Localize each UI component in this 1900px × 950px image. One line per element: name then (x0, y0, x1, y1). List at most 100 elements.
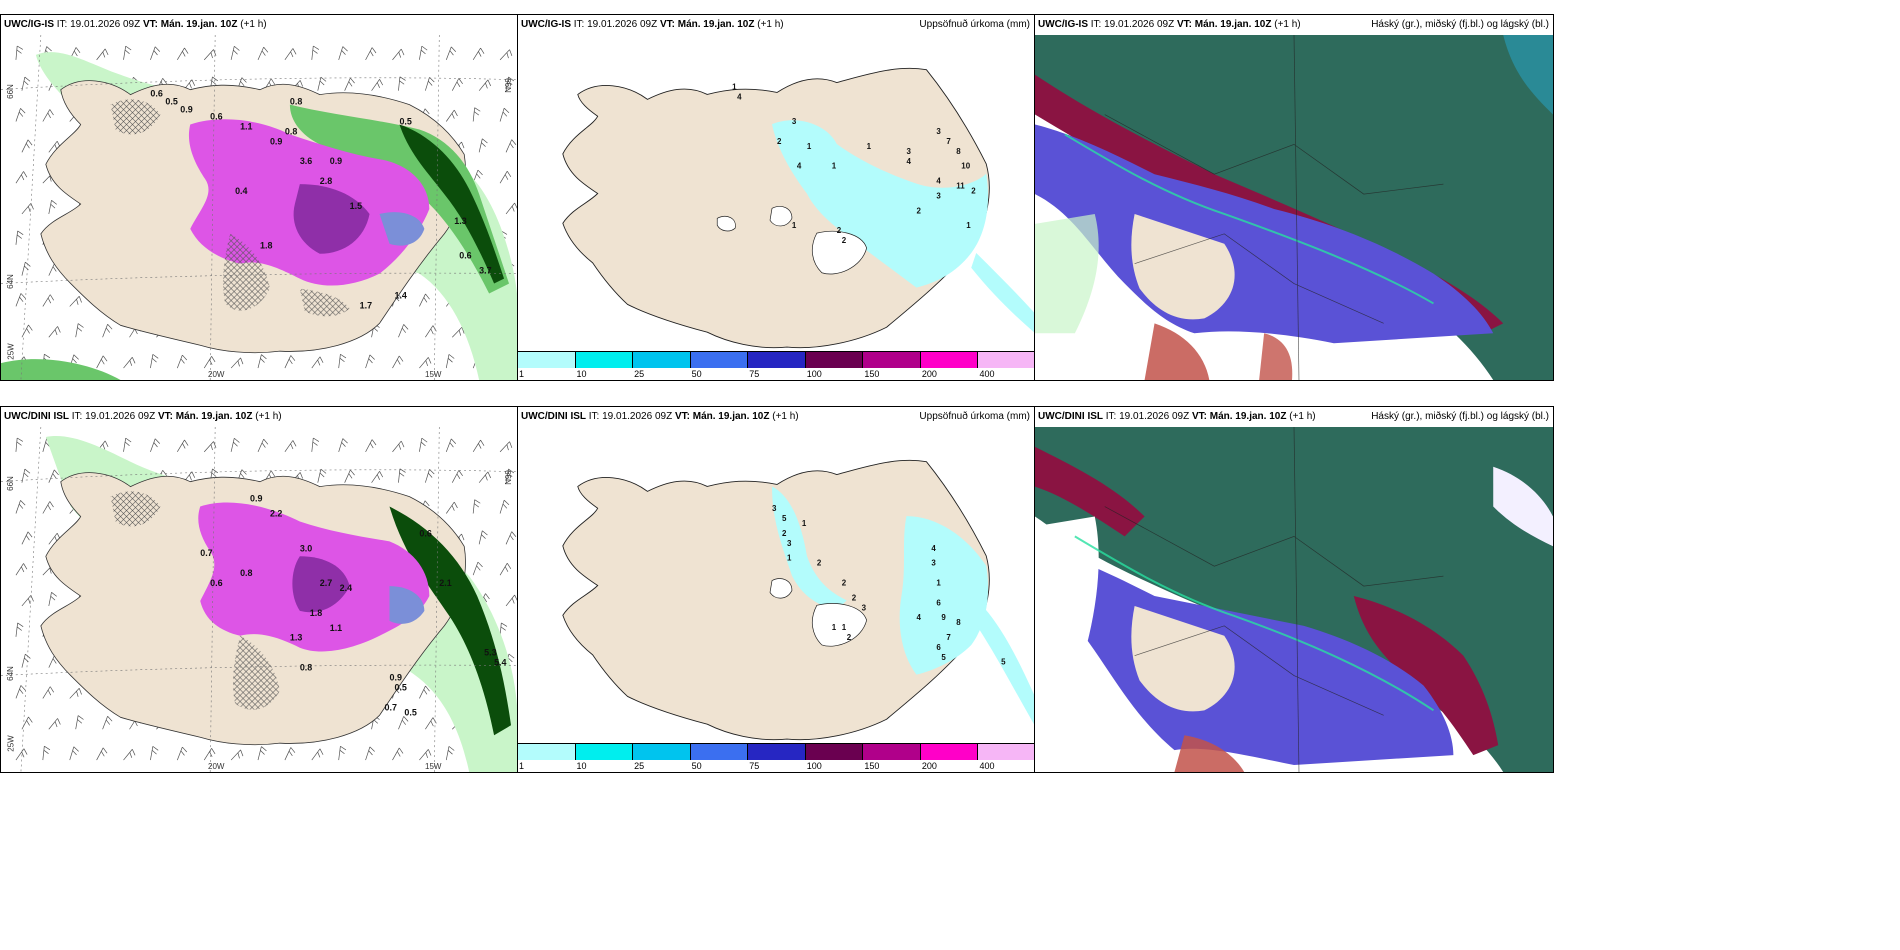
panel-header: UWC/IG-IS IT: 19.01.2026 09Z VT: Mán. 19… (1, 15, 517, 35)
map-value-label: 3 (792, 117, 797, 126)
model-name: UWC/DINI ISL (4, 411, 69, 422)
map-value-label: 1.8 (260, 241, 272, 251)
wind-barb (398, 468, 406, 483)
wind-barb (499, 441, 513, 453)
wind-barb (344, 469, 355, 483)
map-value-label: 5 (782, 514, 787, 523)
precip-map: 0.9 2.2 3.0 2.7 2.4 1.8 0.8 0.6 0.7 1.3 0.5 0.9 0.7 0… (1, 427, 517, 772)
wind-barb (42, 109, 54, 122)
wind-barb (478, 471, 492, 483)
wind-barb (419, 293, 430, 307)
map-value-label: 0.6 (459, 251, 471, 261)
wind-barb (15, 230, 24, 245)
colorbar-tick: 1 (519, 369, 525, 379)
lon-label-mid: 20W (208, 762, 225, 771)
lat-label-south: 64N (5, 666, 15, 681)
map-value-label: 0.7 (385, 702, 397, 712)
wind-barb (15, 685, 26, 699)
wind-barb (311, 748, 324, 761)
map-value-label: 0.5 (394, 682, 406, 692)
cloud-title: Háský (gr.), miðský (fj.bl.) og lágský (… (1371, 19, 1549, 30)
lon-label-east: 15W (425, 762, 442, 771)
map-value-label: 1 (936, 579, 941, 588)
cloud-panel-top: UWC/IG-IS IT: 19.01.2026 09Z VT: Mán. 19… (1034, 14, 1554, 381)
map-value-label: 0.5 (165, 97, 177, 107)
colorbar-swatch (805, 744, 864, 760)
wind-barb (15, 171, 28, 184)
map-value-label: 1.1 (240, 121, 252, 131)
wind-barb (311, 356, 324, 369)
map-value-label: 3 (787, 539, 792, 548)
wind-barb (21, 324, 33, 338)
cloud-map (1035, 427, 1553, 772)
map-value-label: 2 (852, 593, 857, 602)
lon-label-west: 25W (6, 343, 16, 360)
wind-barb (257, 746, 267, 761)
wind-barb (445, 46, 457, 60)
map-value-label: 0.8 (285, 126, 297, 136)
wind-barb (317, 76, 327, 91)
map-value-label: 3 (936, 191, 941, 200)
colorbar-swatch (518, 352, 576, 368)
init-time: 19.01.2026 09Z (587, 19, 658, 30)
wind-barb (150, 746, 159, 761)
lead-time: (+1 h) (1274, 19, 1301, 30)
wind-barb (445, 501, 458, 514)
colorbar-tick: 150 (864, 761, 880, 771)
wind-barb (472, 439, 485, 453)
wind-barb (451, 470, 463, 483)
map-value-label: 4 (906, 157, 911, 166)
wind-barb (499, 499, 510, 514)
wind-barb (472, 499, 481, 514)
colorbar-swatch (805, 352, 864, 368)
colorbar-swatch (690, 744, 749, 760)
colorbar-tick: 75 (749, 761, 760, 771)
wind-barb (230, 438, 240, 452)
model-name: UWC/IG-IS (4, 19, 54, 30)
it-label: IT: (56, 19, 68, 30)
map-value-label: 5.4 (494, 658, 506, 668)
wind-barb (284, 440, 297, 453)
wind-barb (344, 77, 355, 91)
precip-panel-bottom: UWC/DINI ISL IT: 19.01.2026 09Z VT: Mán.… (0, 406, 518, 773)
map-value-label: 1 (832, 162, 837, 171)
panel-header: UWC/DINI ISL IT: 19.01.2026 09Z VT: Mán.… (1035, 407, 1553, 427)
map-value-label: 6 (936, 643, 941, 652)
wind-barb (398, 324, 409, 338)
map-value-label: 1 (807, 142, 812, 151)
lon-label-west: 25W (6, 735, 16, 752)
map-value-label: 3 (931, 559, 936, 568)
vt-label: VT: (674, 411, 690, 422)
wind-barb (445, 354, 455, 369)
colorbar-swatch (863, 744, 921, 760)
valid-time: Mán. 19.jan. 10Z (677, 19, 755, 30)
map-value-label: 4 (797, 162, 802, 171)
colorbar-swatch (518, 744, 576, 760)
map-value-label: 3 (936, 127, 941, 136)
wind-barb (365, 47, 377, 61)
accum-title: Uppsöfnuð úrkoma (mm) (919, 411, 1030, 422)
colorbar-tick: 50 (691, 761, 702, 771)
map-value-label: 4 (936, 177, 941, 186)
valid-time: Mán. 19.jan. 10Z (1194, 19, 1272, 30)
map-value-label: 11 (956, 182, 965, 191)
wind-barb (15, 108, 26, 122)
cloud-panel-bottom: UWC/DINI ISL IT: 19.01.2026 09Z VT: Mán.… (1034, 406, 1554, 773)
wind-barb (499, 107, 510, 122)
map-value-label: 2.7 (320, 578, 332, 588)
wind-barb (75, 715, 84, 730)
wind-barb (15, 500, 26, 514)
map-value-label: 1 (842, 623, 847, 632)
map-value-label: 9 (941, 613, 946, 622)
map-value-label: 0.9 (180, 105, 192, 115)
wind-barb (123, 357, 136, 369)
wind-barb (203, 441, 217, 453)
map-value-label: 1 (802, 519, 807, 528)
wind-barb (392, 355, 404, 369)
wind-barb (177, 439, 189, 453)
wind-barb (96, 355, 108, 369)
wind-barb (392, 440, 405, 453)
lat-label-south: 64N (5, 274, 15, 289)
wind-barb (176, 354, 188, 369)
